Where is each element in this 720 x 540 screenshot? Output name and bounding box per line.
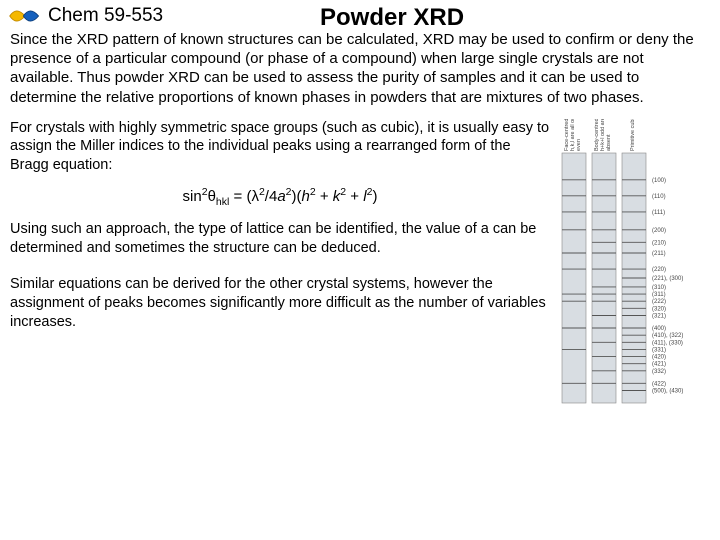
course-code: Chem 59-553 — [48, 5, 163, 27]
svg-text:(421): (421) — [652, 361, 666, 367]
svg-text:Face-centred cubich,k,l are al: Face-centred cubich,k,l are all odd or a… — [564, 119, 582, 151]
svg-text:(410), (322): (410), (322) — [652, 333, 683, 339]
svg-text:(422): (422) — [652, 381, 666, 387]
svg-text:(500), (430): (500), (430) — [652, 388, 683, 394]
svg-text:(210): (210) — [652, 240, 666, 246]
svg-text:(331): (331) — [652, 347, 666, 353]
approach-paragraph: Using such an approach, the type of latt… — [10, 220, 550, 257]
svg-text:(400): (400) — [652, 326, 666, 332]
svg-text:(321): (321) — [652, 313, 666, 319]
svg-text:(420): (420) — [652, 354, 666, 360]
svg-text:(320): (320) — [652, 306, 666, 312]
svg-text:(220): (220) — [652, 267, 666, 273]
intro-paragraph: Since the XRD pattern of known structure… — [0, 28, 720, 107]
svg-text:(310): (310) — [652, 285, 666, 291]
similar-paragraph: Similar equations can be derived for the… — [10, 275, 550, 331]
svg-text:(111): (111) — [652, 210, 665, 216]
svg-text:(332): (332) — [652, 369, 666, 375]
bragg-equation: sin2θhkl = (λ2/4a2)(h2 + k2 + l2) — [10, 186, 550, 208]
svg-text:(110): (110) — [652, 194, 666, 200]
page-title: Powder XRD — [320, 4, 464, 32]
svg-text:Body-centred cubich+k+l odd ar: Body-centred cubich+k+l odd areabsent — [594, 119, 612, 151]
svg-text:(211): (211) — [652, 251, 666, 257]
svg-text:(411), (330): (411), (330) — [652, 340, 683, 346]
lattice-diagram: Face-centred cubich,k,l are all odd or a… — [556, 119, 716, 439]
svg-text:(222): (222) — [652, 299, 666, 305]
svg-text:(311): (311) — [652, 292, 666, 298]
svg-text:(200): (200) — [652, 228, 666, 234]
svg-text:Primitive cubic: Primitive cubic — [630, 119, 636, 151]
svg-text:(100): (100) — [652, 178, 666, 184]
logo-icon — [8, 4, 42, 28]
symmetric-paragraph: For crystals with highly symmetric space… — [10, 119, 550, 175]
svg-text:(221), (300): (221), (300) — [652, 276, 683, 282]
